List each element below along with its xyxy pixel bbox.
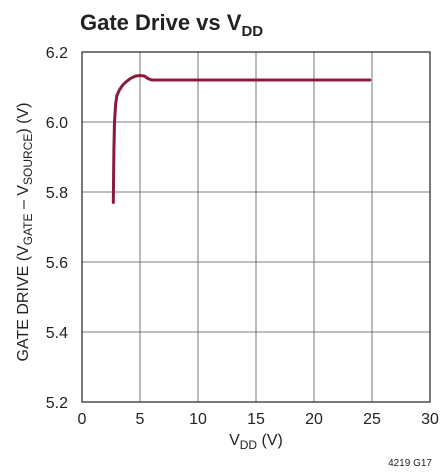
y-tick-label: 5.8	[46, 185, 68, 202]
y-axis-label: GATE DRIVE (VGATE – VSOURCE) (V)	[15, 103, 35, 362]
x-tick-label: 0	[78, 411, 87, 428]
y-tick-label: 5.4	[46, 325, 68, 342]
y-tick-labels: 5.2 5.4 5.6 5.8 6.0 6.2	[46, 45, 68, 412]
plot-frame	[81, 51, 431, 403]
grid	[81, 51, 431, 403]
x-tick-label: 20	[305, 411, 323, 428]
gate-drive-line	[111, 74, 372, 204]
y-tick-label: 5.2	[46, 395, 68, 412]
x-tick-label: 5	[136, 411, 145, 428]
figure-id: 4219 G17	[388, 458, 432, 469]
x-tick-label: 15	[247, 411, 265, 428]
x-tick-labels: 0 5 10 15 20 25 30	[78, 411, 439, 428]
chart-title: Gate Drive vs VDD	[80, 10, 263, 40]
y-tick-label: 6.2	[46, 45, 68, 62]
x-tick-label: 25	[363, 411, 381, 428]
x-tick-label: 10	[189, 411, 207, 428]
x-axis-label: VDD (V)	[229, 432, 283, 452]
series-layer	[111, 74, 372, 204]
y-tick-label: 5.6	[46, 255, 68, 272]
y-tick-label: 6.0	[46, 115, 68, 132]
x-tick-label: 30	[421, 411, 439, 428]
